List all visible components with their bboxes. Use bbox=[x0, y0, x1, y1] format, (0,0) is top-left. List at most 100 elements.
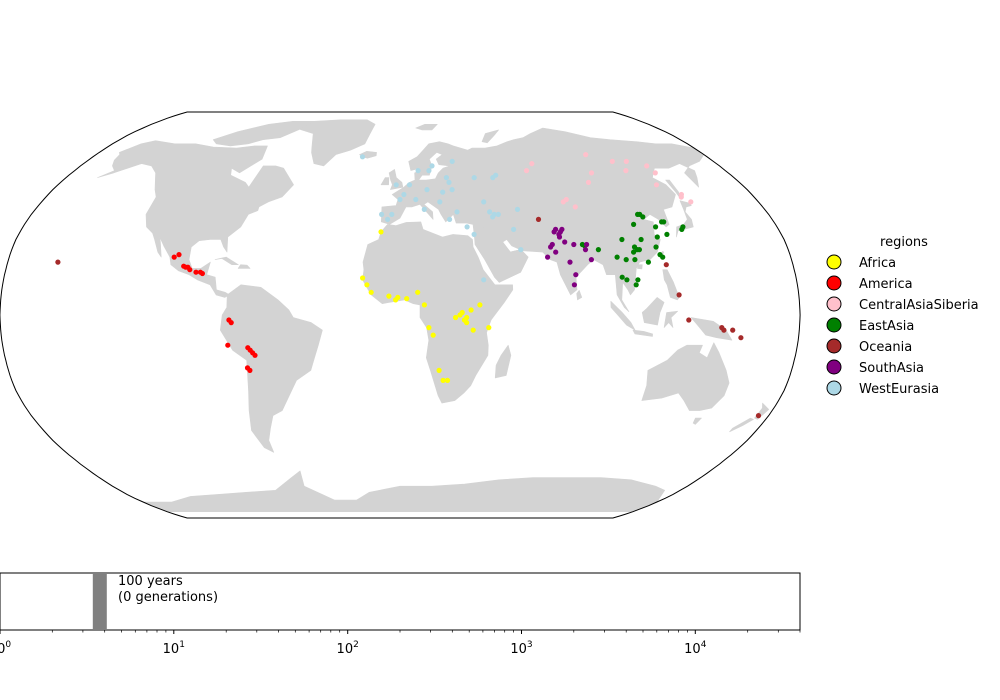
sample-point-africa bbox=[430, 332, 436, 338]
land-great-britain bbox=[388, 169, 404, 190]
map-boundary bbox=[0, 111, 801, 519]
sample-point-africa bbox=[444, 377, 451, 383]
sample-point-eastasia bbox=[614, 254, 620, 260]
sample-point-westeurasia bbox=[406, 182, 413, 188]
sample-point-centralasiasiberia bbox=[678, 191, 685, 198]
land-sakhalin bbox=[665, 179, 682, 200]
sample-point-eastasia bbox=[661, 219, 667, 225]
land-greenland bbox=[295, 119, 376, 167]
sample-point-america bbox=[187, 267, 193, 273]
legend-entry-eastasia: EastAsia bbox=[826, 317, 914, 334]
sample-point-westeurasia bbox=[481, 199, 487, 205]
sample-point-westeurasia bbox=[359, 154, 366, 160]
legend-label: CentralAsiaSiberia bbox=[859, 298, 979, 313]
sample-point-westeurasia bbox=[389, 211, 395, 217]
sample-point-westeurasia bbox=[471, 231, 477, 237]
legend: regions Africa America CentralAsiaSiberia E… bbox=[826, 235, 979, 397]
sample-point-africa bbox=[453, 314, 459, 321]
sample-point-centralasiasiberia bbox=[583, 152, 589, 158]
timeline-label-years: 100 years bbox=[118, 574, 183, 589]
sample-point-westeurasia bbox=[464, 224, 470, 230]
legend-label: WestEurasia bbox=[859, 382, 939, 397]
sample-point-westeurasia bbox=[447, 216, 453, 222]
map-land-clip bbox=[55, 119, 770, 512]
sample-point-westeurasia bbox=[415, 168, 421, 174]
sample-point-southasia bbox=[588, 257, 595, 263]
sample-point-westeurasia bbox=[481, 277, 487, 283]
sample-point-oceania bbox=[676, 292, 682, 298]
land-masses bbox=[97, 119, 770, 512]
sample-point-africa bbox=[421, 302, 427, 308]
sample-point-southasia bbox=[553, 226, 559, 232]
sample-point-africa bbox=[415, 289, 421, 295]
sample-point-westeurasia bbox=[413, 196, 419, 203]
sample-point-africa bbox=[468, 307, 474, 313]
sample-point-eastasia bbox=[632, 257, 638, 263]
sample-point-centralasiasiberia bbox=[653, 182, 660, 188]
land-antarctica bbox=[142, 470, 665, 512]
sample-point-oceania bbox=[686, 317, 692, 323]
sample-point-eastasia bbox=[645, 259, 652, 265]
sample-point-southasia bbox=[582, 247, 589, 253]
sample-point-westeurasia bbox=[510, 226, 517, 232]
legend-label: America bbox=[859, 277, 913, 292]
land-australia bbox=[641, 342, 730, 411]
sample-point-eastasia bbox=[635, 277, 641, 283]
timeline-tick-label: 104 bbox=[684, 640, 707, 657]
land-hispaniola bbox=[237, 264, 251, 269]
sample-point-westeurasia bbox=[401, 191, 407, 198]
land-new-guinea bbox=[690, 317, 733, 341]
land-africa bbox=[362, 221, 514, 404]
sample-point-africa bbox=[464, 320, 470, 326]
sample-point-centralasiasiberia bbox=[572, 204, 578, 210]
sample-point-westeurasia bbox=[514, 206, 521, 212]
sample-point-eastasia bbox=[653, 224, 659, 230]
sample-point-southasia bbox=[571, 282, 578, 288]
sample-point-oceania bbox=[730, 327, 736, 333]
sample-point-eastasia bbox=[624, 277, 630, 283]
land-hainan bbox=[637, 264, 643, 270]
sample-point-africa bbox=[459, 309, 465, 316]
sample-point-oceania bbox=[755, 413, 762, 419]
timeline-frame bbox=[0, 572, 801, 631]
sample-point-africa bbox=[404, 296, 410, 302]
land-sumatra bbox=[610, 300, 636, 331]
sample-point-eastasia bbox=[623, 257, 629, 263]
legend-label: Oceania bbox=[859, 340, 912, 355]
sample-point-eastasia bbox=[619, 236, 625, 243]
sample-point-america bbox=[193, 269, 199, 275]
sample-point-eastasia bbox=[653, 244, 659, 250]
sample-point-southasia bbox=[559, 226, 565, 232]
sample-point-westeurasia bbox=[426, 168, 432, 174]
sample-point-america bbox=[176, 252, 182, 258]
sample-point-africa bbox=[436, 367, 442, 373]
timeline-tick-label: 103 bbox=[510, 640, 532, 657]
legend-entry-westeurasia: WestEurasia bbox=[826, 380, 939, 397]
legend-marker bbox=[826, 296, 842, 312]
timeline-marker bbox=[92, 574, 107, 629]
land-madagascar bbox=[494, 344, 512, 379]
sample-point-africa bbox=[395, 294, 401, 300]
sample-point-eastasia bbox=[664, 231, 670, 237]
sample-point-eastasia bbox=[636, 247, 643, 253]
sample-points bbox=[55, 152, 762, 419]
sample-point-eastasia bbox=[595, 247, 602, 253]
sample-point-oceania bbox=[721, 327, 727, 333]
timeline-tick-label: 101 bbox=[163, 640, 185, 657]
sample-point-southasia bbox=[567, 259, 573, 265]
sample-point-westeurasia bbox=[397, 196, 403, 203]
legend-entry-oceania: Oceania bbox=[826, 338, 912, 355]
sample-point-america bbox=[171, 254, 177, 260]
sample-point-westeurasia bbox=[518, 247, 524, 253]
land-sri-lanka bbox=[576, 290, 583, 301]
legend-label: EastAsia bbox=[859, 319, 914, 334]
sample-point-africa bbox=[360, 275, 366, 281]
sample-point-africa bbox=[440, 377, 446, 383]
sample-point-westeurasia bbox=[491, 211, 497, 217]
sample-point-westeurasia bbox=[495, 211, 501, 217]
legend-entry-centralasiasiberia: CentralAsiaSiberia bbox=[826, 296, 979, 313]
land-philippines bbox=[662, 269, 680, 301]
sample-point-centralasiasiberia bbox=[609, 158, 615, 164]
sample-point-africa bbox=[470, 327, 476, 333]
legend-marker bbox=[826, 359, 842, 375]
